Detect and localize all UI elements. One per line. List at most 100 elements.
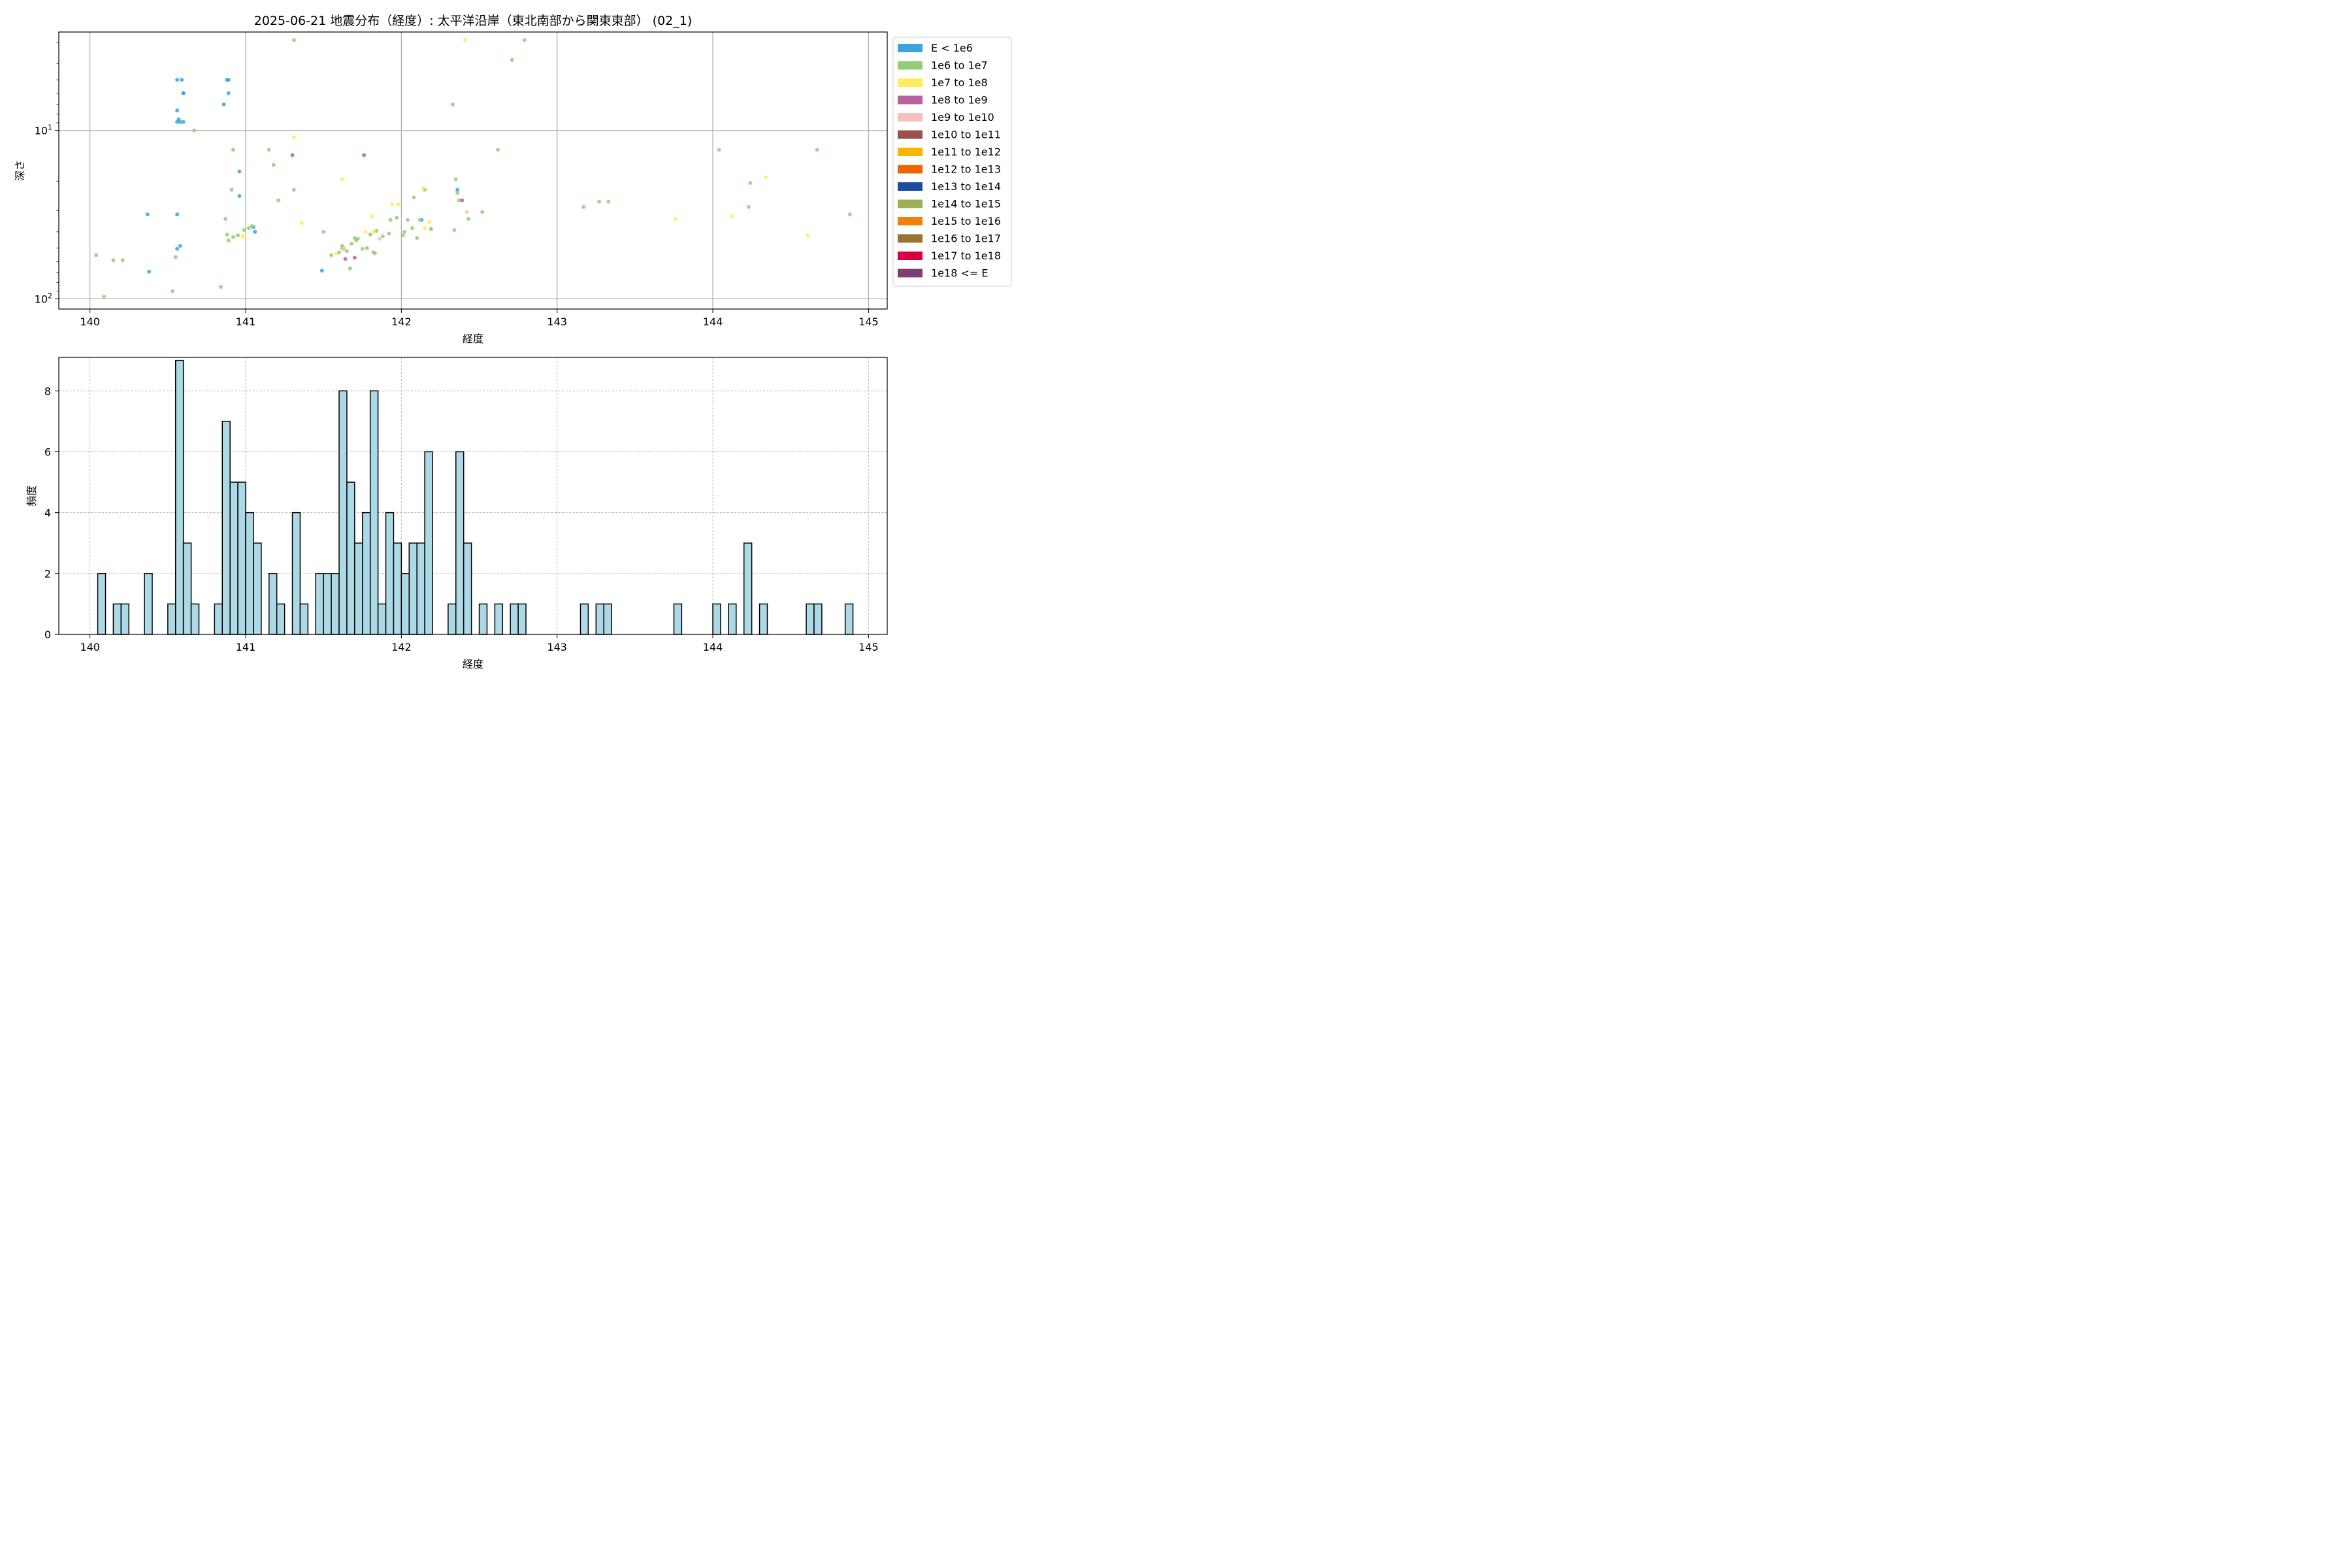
- histogram-y-tick-label: 0: [44, 629, 51, 641]
- scatter-point: [360, 246, 365, 251]
- legend-label: 1e13 to 1e14: [931, 180, 1001, 193]
- histogram-x-tick-label: 141: [236, 641, 256, 653]
- histogram-bar: [673, 603, 683, 635]
- histogram-bar: [315, 573, 324, 635]
- scatter-point: [226, 78, 231, 82]
- scatter-point: [457, 198, 461, 203]
- scatter-point: [246, 226, 251, 231]
- scatter-point: [370, 214, 374, 219]
- histogram-bar: [331, 573, 340, 635]
- scatter-point: [147, 269, 152, 274]
- scatter-point: [175, 78, 180, 82]
- scatter-point: [344, 249, 349, 253]
- scatter-point: [395, 216, 399, 220]
- scatter-point: [250, 224, 254, 229]
- scatter-point: [746, 204, 751, 209]
- histogram-bar: [408, 542, 417, 635]
- scatter-y-tick-label: 101: [35, 123, 52, 137]
- scatter-point: [329, 253, 334, 257]
- histogram-bar: [346, 482, 355, 635]
- scatter-point: [460, 198, 465, 203]
- legend-label: 1e12 to 1e13: [931, 163, 1001, 176]
- scatter-y-tick-exponent: 2: [48, 291, 52, 300]
- scatter-point: [729, 214, 734, 219]
- legend-label: 1e14 to 1e15: [931, 198, 1001, 210]
- scatter-point: [337, 250, 342, 255]
- scatter-x-tick-label: 144: [703, 316, 723, 328]
- legend: E < 1e6 1e6 to 1e7 1e7 to 1e8 1e8 to 1e9 1e9…: [892, 37, 1012, 287]
- scatter-plot-area: [59, 32, 887, 309]
- legend-swatch: [898, 113, 923, 122]
- histogram-bar: [221, 421, 231, 635]
- histogram-bar: [338, 390, 348, 635]
- scatter-point: [717, 148, 721, 152]
- legend-swatch: [898, 217, 923, 225]
- legend-label: 1e18 <= E: [931, 267, 988, 280]
- scatter-point: [365, 246, 369, 250]
- scatter-point: [405, 218, 410, 222]
- scatter-point: [175, 212, 180, 217]
- scatter-point: [815, 148, 819, 152]
- legend-label: 1e11 to 1e12: [931, 146, 1001, 158]
- histogram-x-tick-label: 143: [547, 641, 567, 653]
- histogram-bar: [728, 603, 737, 635]
- scatter-y-tick-base: 10: [35, 125, 48, 137]
- scatter-point: [236, 233, 240, 238]
- histogram-bar: [478, 603, 488, 635]
- scatter-point: [362, 153, 367, 157]
- histogram-bar: [362, 512, 371, 635]
- scatter-point: [388, 218, 393, 222]
- legend-label: 1e16 to 1e17: [931, 233, 1001, 245]
- histogram-bar: [167, 603, 176, 635]
- scatter-point: [267, 148, 271, 152]
- scatter-point: [348, 266, 352, 270]
- legend-swatch: [898, 61, 923, 70]
- scatter-x-axis-label: 経度: [463, 333, 483, 345]
- scatter-point: [181, 120, 186, 124]
- scatter-point: [455, 191, 460, 195]
- scatter-point: [120, 258, 125, 263]
- histogram-x-tick-label: 140: [80, 641, 100, 653]
- scatter-point: [412, 195, 416, 200]
- scatter-point: [178, 120, 182, 124]
- histogram-bar: [844, 603, 854, 635]
- scatter-point: [390, 202, 395, 206]
- scatter-point: [237, 169, 242, 174]
- scatter-point: [94, 253, 99, 257]
- scatter-point: [396, 202, 400, 206]
- scatter-point: [102, 294, 106, 299]
- histogram-y-tick-label: 8: [44, 385, 51, 397]
- scatter-point: [253, 229, 257, 234]
- histogram-bar: [416, 542, 425, 635]
- histogram-bar: [245, 512, 254, 635]
- scatter-x-tick-label: 141: [236, 316, 256, 328]
- scatter-point: [145, 212, 150, 217]
- scatter-point: [371, 229, 376, 234]
- histogram-y-tick-label: 4: [44, 507, 51, 519]
- legend-label: 1e6 to 1e7: [931, 59, 988, 72]
- scatter-x-tick-label: 143: [547, 316, 567, 328]
- scatter-point: [847, 212, 852, 217]
- scatter-y-tick-exponent: 1: [48, 123, 52, 132]
- histogram-bar: [743, 542, 753, 635]
- scatter-point: [423, 226, 427, 231]
- scatter-point: [355, 237, 360, 241]
- histogram-bar: [813, 603, 823, 635]
- legend-swatch: [898, 252, 923, 260]
- scatter-point: [173, 255, 178, 259]
- scatter-point: [291, 135, 296, 140]
- scatter-point: [455, 188, 460, 192]
- legend-swatch: [898, 44, 923, 52]
- scatter-point: [350, 241, 354, 246]
- scatter-point: [387, 231, 391, 236]
- scatter-point: [363, 229, 368, 234]
- scatter-point: [415, 236, 419, 240]
- scatter-frame: [58, 31, 888, 310]
- scatter-point: [597, 199, 602, 204]
- scatter-point: [606, 199, 611, 204]
- legend-swatch: [898, 234, 923, 243]
- histogram-bar: [323, 573, 332, 635]
- scatter-point: [466, 216, 470, 221]
- scatter-point: [451, 102, 455, 106]
- scatter-point: [581, 204, 586, 209]
